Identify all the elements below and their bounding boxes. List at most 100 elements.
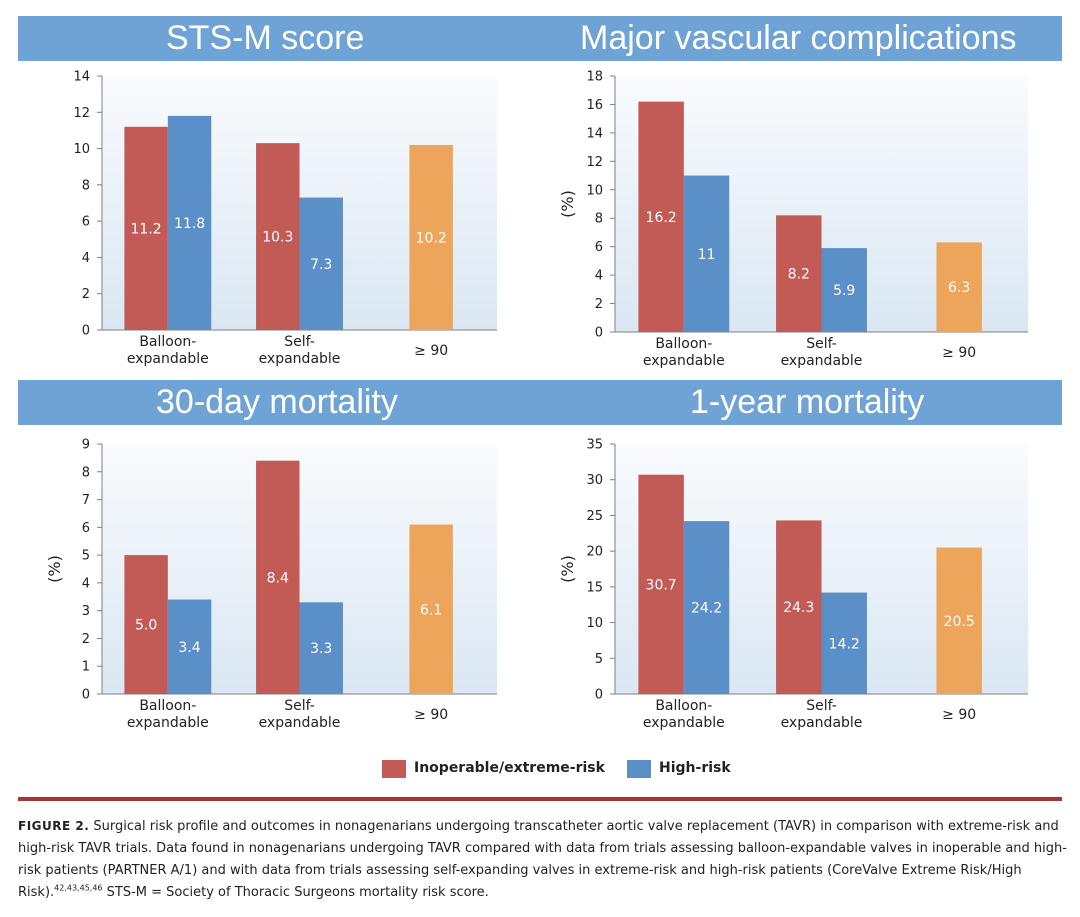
bar-label-high-risk: 14.2	[829, 636, 860, 652]
caption-references: 42,43,45,46	[54, 883, 103, 893]
bar-inoperable	[638, 101, 684, 332]
chart-title-30-day: 30-day mortality	[156, 383, 398, 421]
y-tick-label: 30	[586, 473, 603, 488]
y-tick-label: 9	[82, 438, 90, 453]
category-label-line: expandable	[781, 715, 863, 731]
category-label-line: Balloon-	[139, 698, 196, 714]
category-label: ≥ 90	[942, 345, 976, 361]
sts-m-score-chart: 0 2 4 6 8 10 12 14 11.2 11.8 Balloon-expandable 10.…	[73, 70, 497, 367]
bar-label-inoperable: 5.0	[135, 618, 157, 634]
category-label-line: Balloon-	[655, 698, 712, 714]
bar-label-high-risk: 3.3	[310, 641, 332, 657]
bar-inoperable	[256, 143, 300, 330]
caption-text: Surgical risk profile and outcomes in no…	[18, 819, 1067, 900]
30-day-mortality-chart: 0 1 2 3 4 5 6 7 8 9 (%) 5.0 3.4 Balloon-expandable 8.4…	[45, 438, 497, 731]
bar-high-risk	[167, 115, 212, 330]
bar-label-inoperable: 10.3	[262, 230, 293, 246]
y-tick-label: 4	[82, 576, 90, 591]
vascular-complications-chart: 0 2 4 6 8 10 12 14 16 18 (%) 16.2 11 Balloon-expandab…	[558, 70, 1028, 369]
bar-inoperable	[638, 474, 684, 694]
category-label: Balloon-expandable	[127, 334, 209, 367]
bar-label-inoperable: 8.4	[267, 570, 289, 586]
category-label-line: Self-	[806, 698, 837, 714]
category-label-line: Self-	[284, 334, 315, 350]
chart-title-vascular: Major vascular complications	[580, 19, 1017, 57]
category-label: ≥ 90	[942, 707, 976, 723]
category-label-line: expandable	[259, 715, 341, 731]
category-label-line: expandable	[781, 353, 863, 369]
bar-nonagenarian	[409, 524, 453, 694]
y-tick-label: 18	[586, 70, 603, 85]
legend-label-inoperable: Inoperable/extreme-risk	[414, 760, 605, 776]
y-tick-label: 16	[586, 98, 603, 113]
bar-inoperable	[124, 126, 168, 330]
bar-high-risk	[299, 197, 343, 330]
bar-label-nonagenarian: 6.3	[948, 280, 970, 296]
bar-label-high-risk: 3.4	[178, 640, 200, 656]
y-tick-label: 0	[82, 688, 90, 703]
category-label-line: Balloon-	[655, 336, 712, 352]
bar-nonagenarian	[936, 242, 982, 332]
category-label-line: Balloon-	[139, 334, 196, 350]
category-label-line: expandable	[259, 351, 341, 367]
y-tick-label: 14	[73, 70, 90, 85]
y-tick-label: 10	[586, 183, 603, 198]
y-tick-label: 0	[595, 688, 603, 703]
bar-label-nonagenarian: 10.2	[416, 230, 447, 246]
bar-label-high-risk: 11	[698, 247, 716, 263]
y-tick-label: 2	[82, 287, 90, 302]
bar-label-nonagenarian: 6.1	[420, 602, 442, 618]
y-tick-label: 6	[82, 215, 90, 230]
y-tick-label: 5	[595, 652, 603, 667]
y-tick-label: 0	[82, 324, 90, 339]
bar-label-inoperable: 24.3	[783, 600, 814, 616]
top-banner: STS-M score Major vascular complications	[18, 16, 1062, 61]
bar-inoperable	[776, 215, 822, 332]
bar-high-risk	[167, 599, 212, 694]
figure-label: FIGURE 2.	[18, 819, 90, 833]
legend-label-high-risk: High-risk	[659, 760, 731, 776]
category-label: Balloon-expandable	[127, 698, 209, 731]
bar-label-high-risk: 11.8	[174, 216, 205, 232]
y-tick-label: 4	[82, 251, 90, 266]
y-tick-label: 2	[82, 632, 90, 647]
figure-caption: FIGURE 2. Surgical risk profile and outc…	[18, 815, 1068, 905]
category-label-line: expandable	[643, 353, 725, 369]
y-tick-label: 10	[586, 616, 603, 631]
category-label-line: Self-	[806, 336, 837, 352]
y-tick-label: 10	[73, 142, 90, 157]
category-label: ≥ 90	[414, 707, 448, 723]
bar-inoperable	[776, 520, 822, 694]
bar-label-inoperable: 11.2	[131, 221, 162, 237]
y-tick-label: 1	[82, 660, 90, 675]
y-axis-label: (%)	[558, 555, 577, 583]
y-axis-label: (%)	[45, 555, 64, 583]
y-tick-label: 2	[595, 297, 603, 312]
category-label-line: expandable	[127, 351, 209, 367]
y-tick-label: 6	[82, 521, 90, 536]
bar-high-risk	[299, 602, 343, 694]
category-label-line: Self-	[284, 698, 315, 714]
bar-high-risk	[683, 521, 730, 694]
bar-label-high-risk: 5.9	[833, 283, 855, 299]
legend-swatch-inoperable	[382, 760, 406, 778]
legend-swatch-high-risk	[627, 760, 651, 778]
category-label-line: expandable	[127, 715, 209, 731]
category-label: Self-expandable	[259, 334, 341, 367]
bar-label-inoperable: 8.2	[788, 267, 810, 283]
category-label: Balloon-expandable	[643, 698, 725, 731]
y-tick-label: 4	[595, 269, 603, 284]
bar-high-risk	[683, 175, 730, 332]
middle-banner: 30-day mortality 1-year mortality	[18, 380, 1062, 425]
bar-high-risk	[821, 248, 867, 332]
bar-inoperable	[124, 555, 168, 694]
category-label: Self-expandable	[781, 698, 863, 731]
y-tick-label: 14	[586, 126, 603, 141]
y-tick-label: 0	[595, 326, 603, 341]
y-tick-label: 12	[73, 106, 90, 121]
category-label: Self-expandable	[259, 698, 341, 731]
category-label: Self-expandable	[781, 336, 863, 369]
y-tick-label: 5	[82, 549, 90, 564]
category-label-line: expandable	[643, 715, 725, 731]
y-tick-label: 15	[586, 580, 603, 595]
